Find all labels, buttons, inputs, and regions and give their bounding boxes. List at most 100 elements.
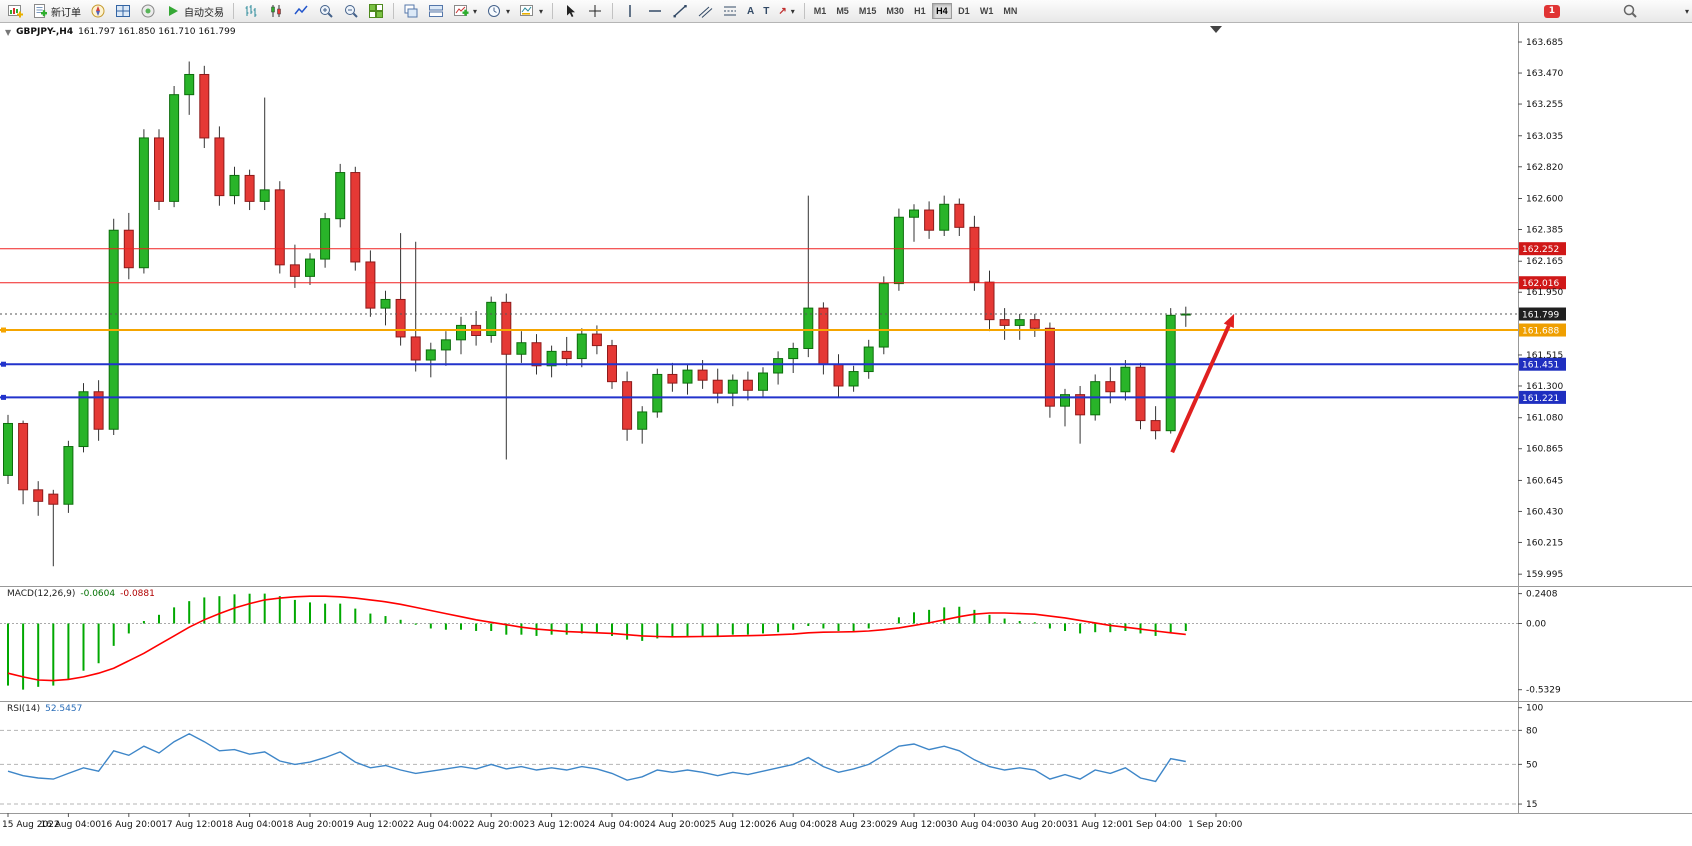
profiles-button[interactable]	[111, 2, 135, 21]
chart-shift-marker[interactable]	[1210, 26, 1222, 33]
price-tag	[1519, 323, 1566, 337]
candle-body	[909, 209, 919, 218]
fibonacci-tool-button[interactable]	[718, 2, 742, 21]
crosshair-button[interactable]	[583, 2, 607, 21]
timeframe-button-M30[interactable]: M30	[882, 3, 908, 19]
rsi-scale-label: 15	[1526, 800, 1537, 810]
price-scale-label: 160.865	[1526, 445, 1563, 455]
time-axis-label: 16 Aug 20:00	[101, 820, 162, 830]
rsi-indicator-label: RSI(14) 52.5457	[7, 704, 82, 714]
zoom-out-button[interactable]	[339, 2, 363, 21]
navigator-icon	[141, 4, 155, 18]
timeframe-button-H4[interactable]: H4	[931, 3, 952, 19]
candle-body	[305, 258, 315, 277]
candle-body	[63, 446, 74, 505]
templates-button[interactable]: ▾	[515, 2, 547, 21]
label-tool-icon: T	[763, 5, 770, 17]
label-tool-button[interactable]: T	[759, 2, 773, 21]
periods-button[interactable]: ▾	[482, 2, 514, 21]
line-handle[interactable]	[1, 394, 6, 400]
candle-body	[199, 73, 210, 139]
trendline-tool-button[interactable]	[668, 2, 692, 21]
channel-tool-button[interactable]	[693, 2, 717, 21]
toolbar-separator	[612, 3, 614, 19]
candle-body	[259, 189, 270, 202]
timeframe-button-H1[interactable]: H1	[910, 3, 930, 19]
toolbar-overflow-icon[interactable]: ▾	[1684, 6, 1689, 16]
candle-body	[425, 349, 436, 361]
autotrade-button[interactable]: 自动交易	[161, 2, 228, 21]
macd-main-value: -0.0604	[80, 589, 116, 599]
new-chart-icon	[8, 5, 23, 18]
timeframe-button-D1[interactable]: D1	[954, 3, 974, 19]
price-scale-label: 161.300	[1526, 382, 1563, 392]
time-axis-label: 29 Aug 12:00	[886, 820, 947, 830]
vertical-line-tool-button[interactable]	[618, 2, 642, 21]
navigator-button[interactable]	[136, 2, 160, 21]
line-handle[interactable]	[1, 361, 6, 367]
price-scale-label: 160.645	[1526, 476, 1563, 486]
time-axis-label: 30 Aug 20:00	[1007, 820, 1068, 830]
price-tag-label: 162.252	[1522, 245, 1559, 255]
notification-badge[interactable]: 1	[1543, 4, 1560, 18]
candle-body	[1075, 394, 1086, 416]
trend-arrow-head[interactable]	[1223, 313, 1235, 328]
time-axis-label: 18 Aug 04:00	[222, 820, 283, 830]
one-click-trading-toggle[interactable]: ▼	[5, 27, 12, 37]
arrows-tool-button[interactable]: ↗ ▾	[774, 2, 798, 21]
indicators-button[interactable]: ▾	[449, 2, 481, 21]
candle-body	[652, 373, 663, 413]
candle-body	[561, 350, 572, 360]
tile-windows-button[interactable]	[364, 2, 388, 21]
candle-body	[274, 189, 285, 266]
toolbar-separator	[552, 3, 554, 19]
candle-chart-type-button[interactable]	[264, 2, 288, 21]
time-axis-label: 25 Aug 12:00	[705, 820, 766, 830]
cursor-button[interactable]	[558, 2, 582, 21]
rsi-name: RSI(14)	[7, 704, 41, 714]
toolbar: 新订单 自动交易	[0, 0, 1692, 23]
zoom-in-button[interactable]	[314, 2, 338, 21]
new-chart-button[interactable]	[3, 2, 27, 21]
candle-body	[78, 391, 89, 448]
horizontal-line-tool-button[interactable]	[643, 2, 667, 21]
search-button[interactable]	[1618, 2, 1642, 21]
line-handle[interactable]	[1, 327, 6, 333]
cascade-windows-icon	[404, 4, 418, 18]
text-tool-button[interactable]: A	[743, 2, 758, 21]
candle-body	[878, 283, 889, 348]
trend-arrow-line[interactable]	[1170, 324, 1231, 454]
price-tag	[1519, 242, 1566, 256]
bar-chart-type-button[interactable]	[239, 2, 263, 21]
timeframe-button-W1[interactable]: W1	[976, 3, 998, 19]
candle-body	[1150, 420, 1161, 432]
chart-header: ▼ GBPJPY-,H4 161.797 161.850 161.710 161…	[5, 27, 236, 37]
bar-chart-icon	[245, 5, 257, 17]
candle-body	[456, 324, 466, 341]
candle-body	[531, 342, 542, 367]
line-chart-type-button[interactable]	[289, 2, 313, 21]
cascade-windows-button[interactable]	[399, 2, 423, 21]
autotrade-label: 自动交易	[184, 7, 224, 19]
candle-body	[818, 307, 829, 365]
time-axis-label: 15 Aug 2022	[2, 820, 60, 830]
price-scale-label: 163.255	[1526, 100, 1563, 110]
timeframe-button-M5[interactable]: M5	[832, 3, 853, 19]
new-order-button[interactable]: 新订单	[28, 2, 85, 21]
timeframe-button-MN[interactable]: MN	[999, 3, 1021, 19]
candle-body	[712, 379, 723, 394]
rsi-value: 52.5457	[45, 704, 83, 714]
candle-body	[742, 379, 753, 391]
compass-button[interactable]	[86, 2, 110, 21]
price-scale-label: 163.685	[1526, 38, 1563, 48]
candle-body	[169, 94, 180, 202]
candle-body	[154, 137, 164, 202]
arrange-windows-button[interactable]	[424, 2, 448, 21]
price-scale-label: 162.600	[1526, 195, 1563, 205]
candle-body	[365, 261, 376, 309]
timeframe-button-M15[interactable]: M15	[855, 3, 881, 19]
timeframe-button-M1[interactable]: M1	[810, 3, 831, 19]
candle-body	[501, 301, 512, 355]
candle-body	[335, 172, 346, 220]
